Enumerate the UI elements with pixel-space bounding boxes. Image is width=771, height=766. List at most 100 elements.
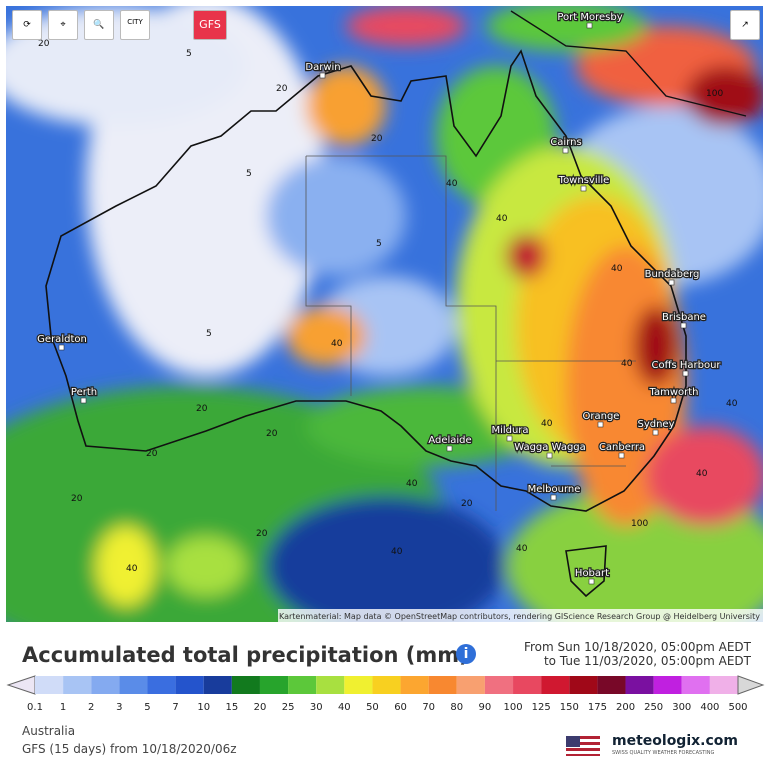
- model-button[interactable]: GFS: [193, 10, 227, 40]
- city-label: Bundaberg: [645, 269, 700, 280]
- city-label: Geraldton: [37, 334, 87, 345]
- colorbar-segment: [569, 676, 598, 694]
- contour-label: 5: [246, 169, 252, 179]
- city-label: Orange: [583, 411, 620, 422]
- city-label: Mildura: [491, 425, 528, 436]
- city-marker: [588, 578, 595, 585]
- colorbar-label: 400: [700, 702, 719, 713]
- colorbar-label: 30: [310, 702, 323, 713]
- brand: meteologix.com: [612, 733, 738, 749]
- colorbar-label: 60: [394, 702, 407, 713]
- colorbar-segment: [316, 676, 345, 694]
- info-button[interactable]: i: [456, 644, 476, 664]
- from: From Sun 10/18/2020, 05:00pm AEDT: [523, 640, 751, 654]
- attribution-bg: [278, 609, 763, 622]
- colorbar-segment: [653, 676, 682, 694]
- colorbar-label: 300: [672, 702, 691, 713]
- colorbar-label: 125: [532, 702, 551, 713]
- city-marker: [680, 322, 687, 329]
- colorbar-segment: [541, 676, 570, 694]
- tagline: SWISS QUALITY WEATHER FORECASTING: [612, 750, 715, 756]
- location-button[interactable]: ⌖: [48, 10, 78, 40]
- contour-label: 5: [206, 329, 212, 339]
- us-flag: [566, 736, 600, 756]
- contour-label: 40: [726, 399, 738, 409]
- city-label: Hobart: [575, 568, 609, 579]
- coastline: [45, 49, 687, 512]
- city-marker: [652, 429, 659, 436]
- colorbar-label: 250: [644, 702, 663, 713]
- colorbar-segment: [203, 676, 232, 694]
- colorbar-segment: [372, 676, 401, 694]
- city-marker: [546, 452, 553, 459]
- colorbar-label: 5: [144, 702, 150, 713]
- colorbar-label: 2: [88, 702, 94, 713]
- colorbar-label: 150: [560, 702, 579, 713]
- colorbar-segment: [175, 676, 204, 694]
- contour-label: 40: [331, 339, 343, 349]
- city-marker: [670, 397, 677, 404]
- colorbar-label: 15: [225, 702, 238, 713]
- city-label: Coffs Harbour: [651, 360, 721, 371]
- city-marker: [682, 370, 689, 377]
- colorbar-segment: [288, 676, 317, 694]
- city-button[interactable]: CITY: [120, 10, 150, 40]
- contour-label: 20: [371, 134, 383, 144]
- colorbar-segment: [119, 676, 148, 694]
- colorbar-label: 0.1: [27, 702, 43, 713]
- city-label: Sydney: [637, 419, 674, 430]
- map: Port Moresby Darwin Cairns Townsville Bundab…: [6, 6, 763, 622]
- colorbar: 0.1 1 2 3 5 7 10 15 20 25 30 40 50 60 70 80 90 100 125 150 1…: [6, 675, 765, 713]
- reload-button[interactable]: ⟳: [12, 10, 42, 40]
- colorbar-label: 20: [254, 702, 267, 713]
- coastline-png: [510, 10, 747, 117]
- colorbar-arrow-left: [6, 675, 36, 695]
- colorbar-arrow-right: [737, 675, 765, 695]
- city-label: Perth: [71, 387, 97, 398]
- share-button[interactable]: ↗: [730, 10, 760, 40]
- contour-label: 40: [496, 214, 508, 224]
- city-label: Canberra: [599, 442, 645, 453]
- city-label: Cairns: [550, 137, 581, 148]
- colorbar-segment: [456, 676, 485, 694]
- zoom-button[interactable]: 🔍: [84, 10, 114, 40]
- contour-label: 100: [706, 89, 723, 99]
- contour-label: 20: [256, 529, 268, 539]
- colorbar-segment: [344, 676, 373, 694]
- city-marker: [562, 147, 569, 154]
- colorbar-segment: [259, 676, 289, 694]
- city-label: Wagga Wagga: [514, 442, 586, 453]
- colorbar-label: 50: [366, 702, 379, 713]
- colorbar-segment: [681, 676, 710, 694]
- colorbar-label: 175: [588, 702, 607, 713]
- colorbar-label: 7: [172, 702, 178, 713]
- colorbar-segment: [709, 676, 738, 694]
- city-label: Adelaide: [428, 435, 471, 446]
- state-borders: [305, 155, 636, 511]
- coastline-tasmania: [565, 545, 607, 598]
- contour-label: 5: [376, 239, 382, 249]
- colorbar-label: 3: [116, 702, 122, 713]
- contour-label: 100: [631, 519, 648, 529]
- contour-label: 5: [186, 49, 192, 59]
- colorbar-label: 90: [479, 702, 492, 713]
- model-run: GFS (15 days) from 10/18/2020/06z: [22, 742, 237, 756]
- colorbar-segment: [147, 676, 176, 694]
- city-marker: [618, 452, 625, 459]
- contour-label: 40: [516, 544, 528, 554]
- contour-label: 20: [461, 499, 473, 509]
- contour-label: 40: [696, 469, 708, 479]
- colorbar-segment: [63, 676, 92, 694]
- contour-label: 40: [541, 419, 553, 429]
- contour-label: 40: [446, 179, 458, 189]
- contour-label: 20: [38, 39, 50, 49]
- to: to Tue 11/03/2020, 05:00pm AEDT: [543, 654, 751, 668]
- colorbar-label: 1: [60, 702, 66, 713]
- contour-label: 20: [146, 449, 158, 459]
- city-marker: [506, 435, 513, 442]
- colorbar-segment: [597, 676, 626, 694]
- colorbar-label: 25: [282, 702, 295, 713]
- contour-label: 20: [276, 84, 288, 94]
- colorbar-segment: [484, 676, 514, 694]
